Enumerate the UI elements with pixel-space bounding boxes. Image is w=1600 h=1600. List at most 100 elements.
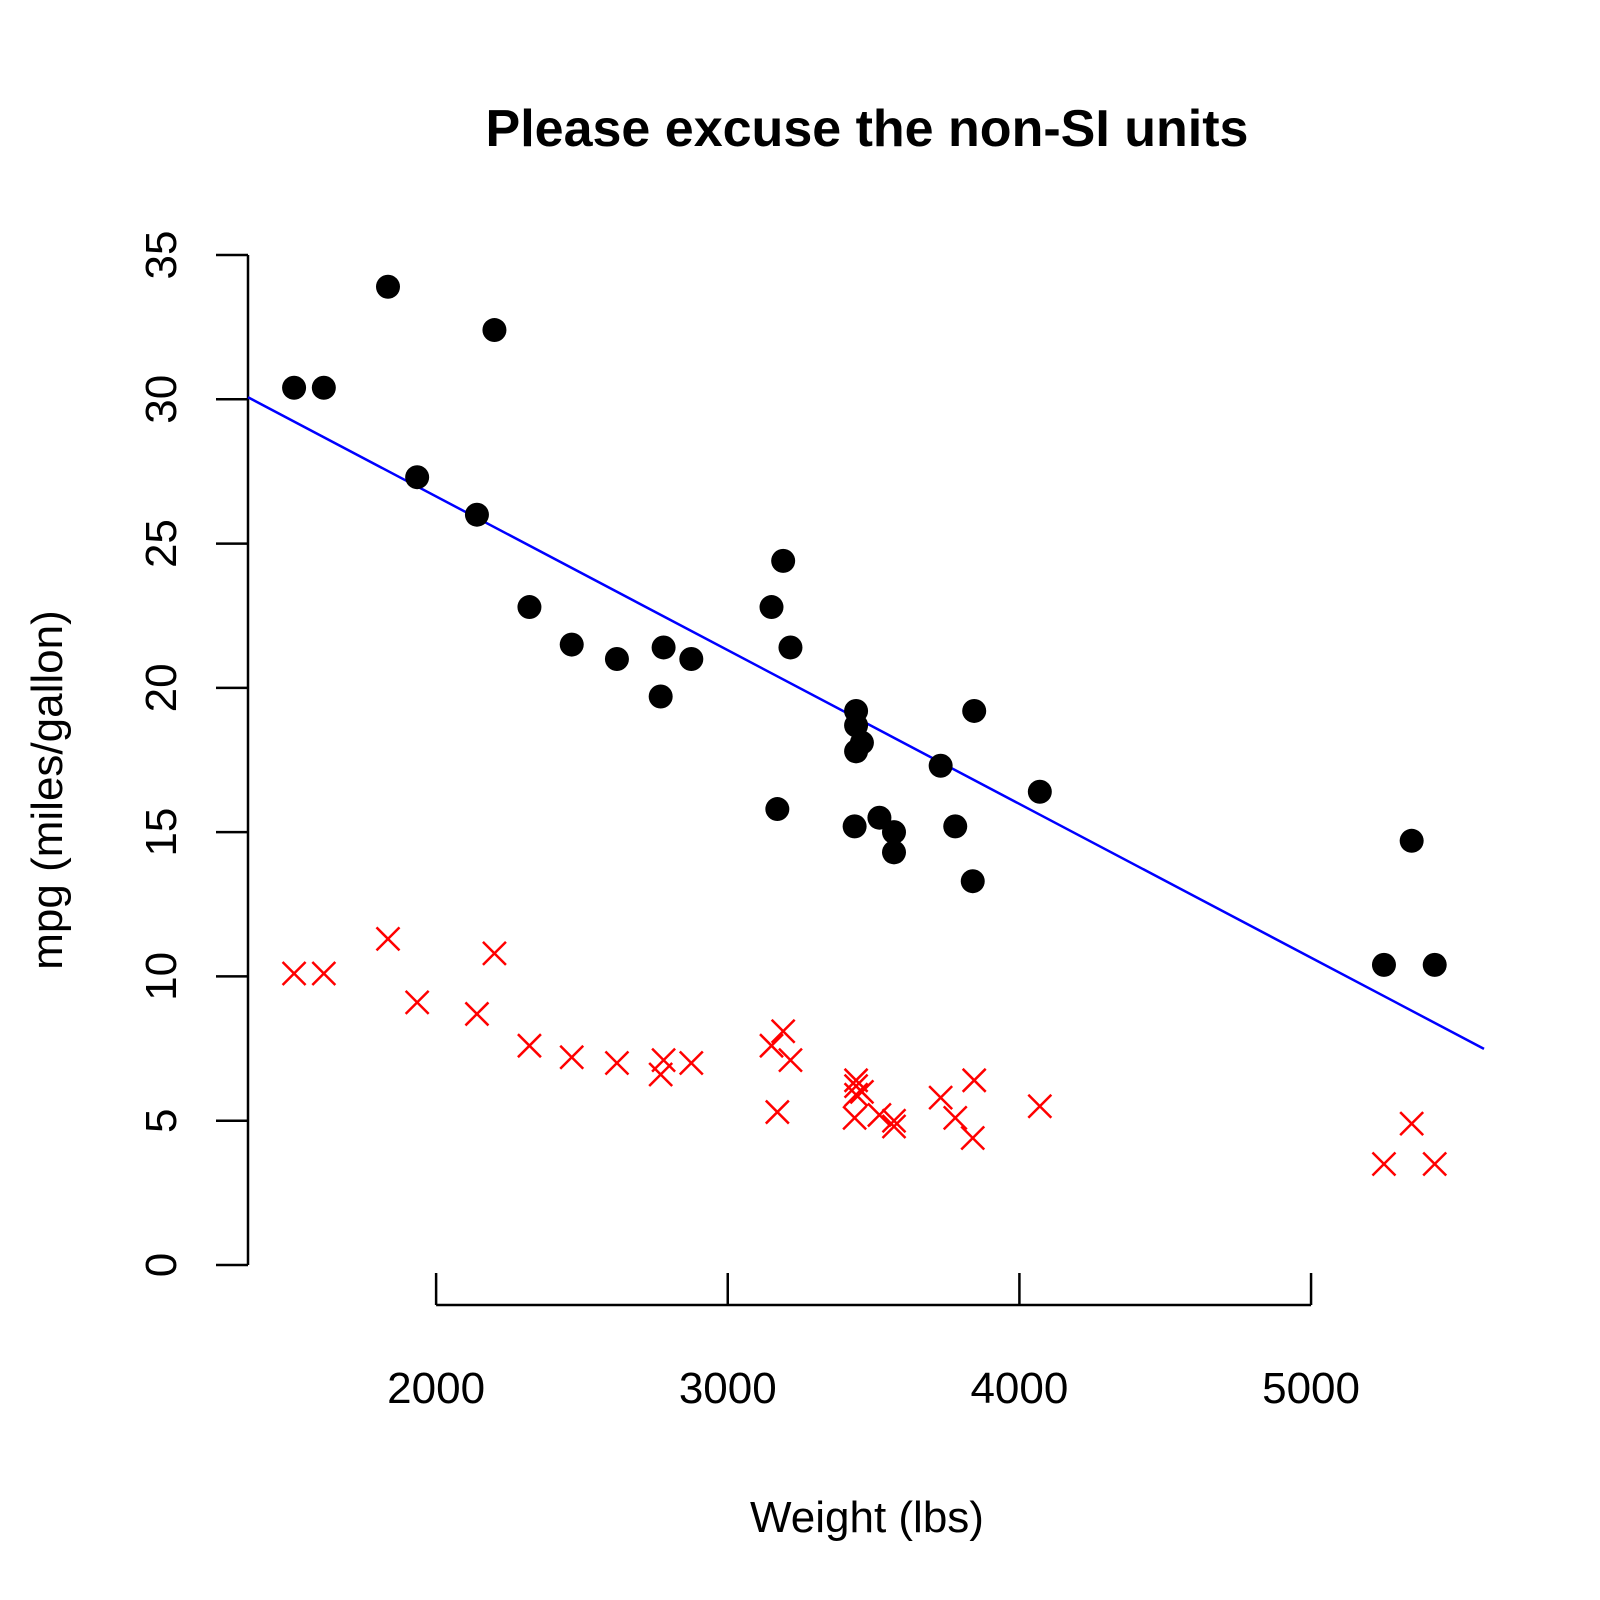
data-point-circle [464,502,489,527]
x-tick-label: 4000 [970,1364,1068,1413]
data-point-x [928,1085,954,1111]
data-point-circle [1399,828,1424,853]
y-tick-label: 35 [137,231,186,280]
data-point-x [961,1067,987,1093]
data-point-circle [1027,779,1052,804]
data-point-x [778,1047,803,1073]
x-marker-stroke [849,1079,875,1105]
x-marker-stroke [651,1047,676,1073]
data-point-x [1027,1093,1053,1119]
x-axis: 2000 3000 4000 5000 [387,1273,1360,1413]
x-marker-stroke [1422,1151,1448,1177]
x-axis-title: Weight (lbs) [750,1493,984,1542]
data-point-circle [604,647,629,671]
data-point-x [881,1114,907,1139]
x-marker-stroke [648,1062,674,1087]
data-point-circle [960,869,985,894]
data-point-circle [962,698,987,723]
data-point-circle [881,840,906,865]
data-point-x [604,1050,630,1076]
x-marker-stroke [764,1099,790,1125]
data-point-x [759,1033,784,1059]
x-marker-stroke [604,1050,630,1076]
y-axis: 0 5 10 15 20 25 30 35 [137,231,250,1277]
x-marker-stroke [559,1044,585,1070]
x-marker-stroke [770,1018,796,1044]
x-marker-stroke [678,1050,704,1076]
x-marker-stroke [464,1001,490,1027]
x-marker-stroke [759,1033,784,1059]
x-marker-stroke [1027,1093,1053,1119]
data-point-circle [778,635,803,660]
data-point-x [311,961,337,986]
y-tick-label: 15 [137,808,186,857]
x-marker-stroke [778,1047,803,1073]
points-layer [281,274,1448,1177]
data-point-circle [928,753,953,778]
data-point-circle [517,595,542,620]
data-point-x [375,926,401,952]
data-point-circle [1371,952,1396,977]
x-marker-stroke [311,961,337,986]
data-point-circle [943,814,968,839]
x-marker-stroke [867,1102,892,1128]
data-point-x [651,1047,676,1073]
data-point-circle [311,375,336,400]
x-marker-stroke [482,940,507,966]
data-point-x [881,1108,907,1134]
data-point-x [960,1125,986,1151]
y-axis-title: mpg (miles/gallon) [23,610,72,969]
data-point-x [764,1099,790,1125]
data-point-circle [844,698,869,723]
data-point-x [281,961,307,986]
data-point-circle [867,805,892,830]
x-marker-stroke [961,1067,987,1093]
data-point-circle [759,595,784,620]
y-tick-label: 0 [137,1253,186,1277]
x-marker-stroke [928,1085,954,1111]
x-marker-stroke [881,1108,907,1134]
data-point-circle [881,820,906,845]
data-point-x [770,1018,796,1044]
x-marker-stroke [842,1105,868,1131]
data-point-x [482,940,507,966]
data-point-circle [651,635,676,660]
data-point-circle [648,684,673,709]
data-point-circle [282,375,307,400]
x-marker-stroke [960,1125,986,1151]
data-point-x [517,1033,542,1059]
x-marker-stroke [375,926,401,952]
data-point-x [849,1079,875,1105]
data-point-x [1422,1151,1448,1177]
data-point-circle [844,739,869,764]
data-point-circle [771,548,796,573]
data-point-x [843,1082,869,1108]
data-point-x [559,1044,585,1070]
x-tick-label: 2000 [387,1364,485,1413]
data-point-x [678,1050,704,1076]
x-marker-stroke [881,1114,907,1139]
x-tick-label: 5000 [1262,1364,1360,1413]
x-marker-stroke [1399,1111,1425,1136]
y-tick-label: 25 [137,519,186,568]
data-point-x [464,1001,490,1027]
chart-title: Please excuse the non-SI units [486,100,1249,158]
data-point-x [942,1105,968,1131]
data-point-circle [559,632,584,657]
data-point-circle [375,274,400,299]
data-point-circle [765,797,790,822]
data-point-x [648,1062,674,1087]
x-marker-stroke [404,990,430,1015]
x-marker-stroke [942,1105,968,1131]
data-point-x [867,1102,892,1128]
x-marker-stroke [517,1033,542,1059]
x-marker-stroke [843,1082,869,1108]
y-tick-label: 30 [137,375,186,424]
y-tick-label: 10 [137,952,186,1001]
x-tick-label: 3000 [679,1364,777,1413]
y-tick-label: 20 [137,663,186,712]
data-point-circle [405,465,430,490]
data-point-circle [679,647,704,671]
y-tick-label: 5 [137,1108,186,1132]
